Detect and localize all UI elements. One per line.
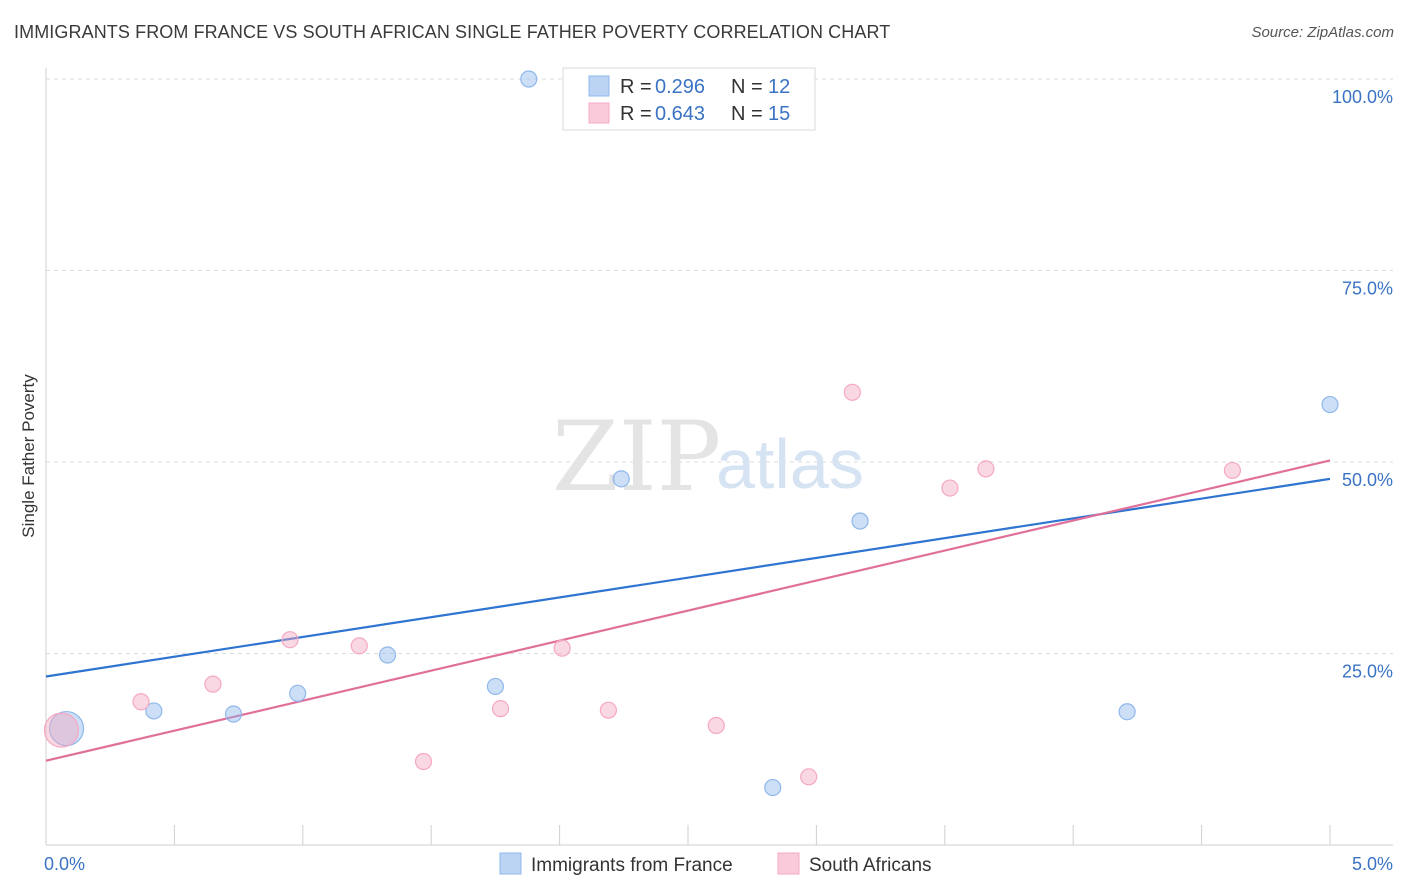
point-series1-13 xyxy=(977,460,995,478)
y-axis-label: Single Father Poverty xyxy=(19,374,38,538)
point-series0-6 xyxy=(520,70,538,88)
series-legend-swatch-0 xyxy=(499,852,522,875)
legend-r-label-0: R = xyxy=(620,76,652,98)
x-tick-label-0: 0.0% xyxy=(44,854,85,874)
watermark-atlas: atlas xyxy=(716,425,864,503)
point-series0-2 xyxy=(224,705,243,723)
point-series0-7 xyxy=(612,470,630,488)
legend-swatch-0 xyxy=(588,75,610,97)
series-legend-label-0: Immigrants from France xyxy=(531,855,733,876)
x-tick-label-1: 5.0% xyxy=(1352,854,1393,874)
point-series1-0 xyxy=(43,712,80,748)
chart-source: Source: ZipAtlas.com xyxy=(1251,24,1394,41)
point-series0-3 xyxy=(289,684,307,702)
legend-r-value-0: 0.296 xyxy=(655,76,705,98)
point-series1-9 xyxy=(707,716,725,735)
point-series1-3 xyxy=(281,631,299,649)
point-series1-7 xyxy=(553,639,571,657)
legend-r-label-1: R = xyxy=(620,103,652,125)
point-series0-8 xyxy=(764,778,782,797)
point-series0-5 xyxy=(486,677,504,696)
point-series1-11 xyxy=(843,383,861,401)
point-series1-1 xyxy=(132,693,150,711)
y-tick-label-2: 75.0% xyxy=(1342,279,1393,299)
legend-n-value-1: 15 xyxy=(768,103,790,125)
legend-n-label-0: N = xyxy=(731,76,763,98)
point-series0-4 xyxy=(378,646,397,664)
point-series1-5 xyxy=(414,752,433,771)
point-series0-1 xyxy=(145,702,163,720)
series-legend-label-1: South Africans xyxy=(809,855,932,876)
point-series1-12 xyxy=(941,479,959,497)
point-series1-2 xyxy=(204,675,222,693)
legend-n-label-1: N = xyxy=(731,103,763,125)
trendline-series1 xyxy=(45,459,1331,762)
point-series1-6 xyxy=(491,700,510,718)
point-series1-4 xyxy=(350,637,368,655)
chart-title: IMMIGRANTS FROM FRANCE VS SOUTH AFRICAN … xyxy=(14,22,891,42)
trendline-series0 xyxy=(45,477,1331,678)
y-tick-label-0: 25.0% xyxy=(1342,662,1393,682)
y-tick-label-3: 100.0% xyxy=(1332,87,1393,107)
legend-n-value-0: 12 xyxy=(768,76,790,98)
point-series1-8 xyxy=(599,701,617,719)
point-series0-9 xyxy=(851,512,869,530)
point-series0-11 xyxy=(1321,395,1339,414)
watermark: ZIP atlas xyxy=(552,401,864,513)
legend-swatch-1 xyxy=(588,102,610,124)
point-series0-10 xyxy=(1118,703,1136,721)
y-tick-label-1: 50.0% xyxy=(1342,470,1393,490)
legend-r-value-1: 0.643 xyxy=(655,103,705,125)
series-legend: Immigrants from France South Africans xyxy=(499,852,932,876)
watermark-zip: ZIP xyxy=(552,401,721,513)
point-series1-14 xyxy=(1223,461,1242,480)
point-series1-10 xyxy=(800,768,818,786)
series-legend-swatch-1 xyxy=(777,852,800,875)
correlation-legend: R = 0.296 N = 12 R = 0.643 N = 15 xyxy=(562,67,816,131)
